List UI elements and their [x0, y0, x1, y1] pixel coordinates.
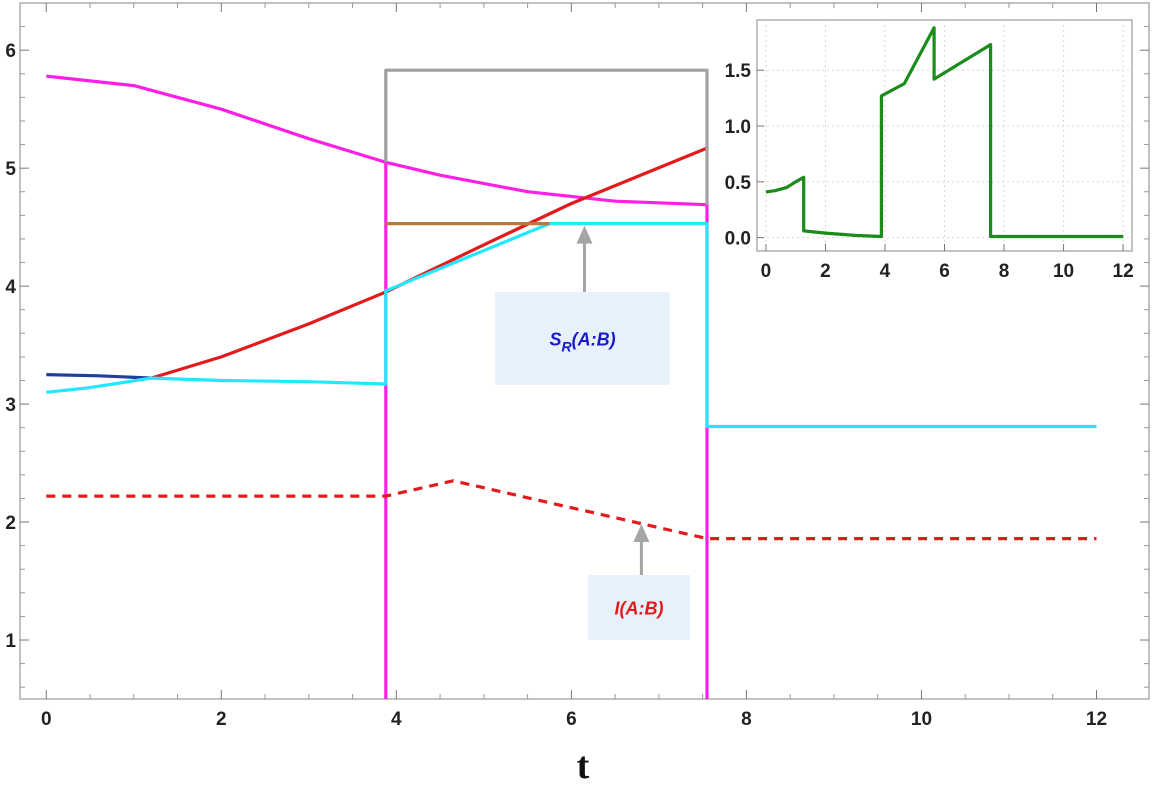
- annotation-label-main: I(A:B): [615, 599, 664, 619]
- x-tick-label: 8: [741, 709, 752, 730]
- annotation-label-suffix: (A:B): [572, 330, 616, 350]
- x-tick-label: 10: [911, 709, 932, 730]
- series-line-gray-6: [384, 68, 709, 205]
- y-tick-label: 1: [5, 631, 16, 652]
- inset-x-tick-label: 6: [939, 261, 950, 282]
- annotation-box: [495, 292, 670, 385]
- annotation-arrow-head: [576, 225, 593, 244]
- inset-y-tick-label: 0.0: [725, 229, 751, 250]
- annotation-label-subscript: R: [561, 339, 572, 355]
- y-tick-label: 2: [5, 513, 16, 534]
- y-tick-label: 5: [5, 159, 16, 180]
- annotation-box: [588, 575, 690, 640]
- inset-y-tick-label: 1.5: [725, 61, 752, 82]
- series-line-cyan-4: [46, 222, 1097, 429]
- x-tick-label: 0: [41, 709, 52, 730]
- annotation-1: I(A:B): [588, 524, 690, 640]
- annotation-label: I(A:B): [615, 599, 664, 619]
- series-line-dashed_red-7: [46, 479, 1097, 541]
- inset-x-tick-label: 2: [820, 261, 831, 282]
- annotation-label: SR(A:B): [549, 330, 615, 355]
- series-line-navy-3: [46, 373, 152, 380]
- x-axis-label: t: [577, 745, 590, 787]
- y-tick-label: 4: [5, 277, 16, 298]
- x-tick-label: 12: [1086, 709, 1107, 730]
- annotation-0: SR(A:B): [495, 225, 670, 385]
- inset-y-tick-label: 0.5: [725, 173, 752, 194]
- inset-x-tick-label: 10: [1053, 261, 1074, 282]
- y-tick-label: 3: [5, 395, 16, 416]
- annotation-arrow-head: [633, 524, 650, 543]
- inset-x-tick-label: 12: [1113, 261, 1134, 282]
- series-line-magenta-0: [46, 74, 709, 699]
- main-plot-frame: [19, 2, 1150, 700]
- inset-x-tick-label: 4: [880, 261, 891, 282]
- y-tick-label: 6: [5, 41, 16, 62]
- inset-x-tick-label: 0: [761, 261, 772, 282]
- inset-x-tick-label: 8: [999, 261, 1010, 282]
- inset-series-line-0: [765, 26, 1124, 239]
- x-tick-label: 6: [566, 709, 577, 730]
- inset-y-tick-label: 1.0: [725, 117, 751, 138]
- x-tick-label: 2: [216, 709, 227, 730]
- annotation-label-main: S: [549, 330, 561, 350]
- x-tick-label: 4: [391, 709, 402, 730]
